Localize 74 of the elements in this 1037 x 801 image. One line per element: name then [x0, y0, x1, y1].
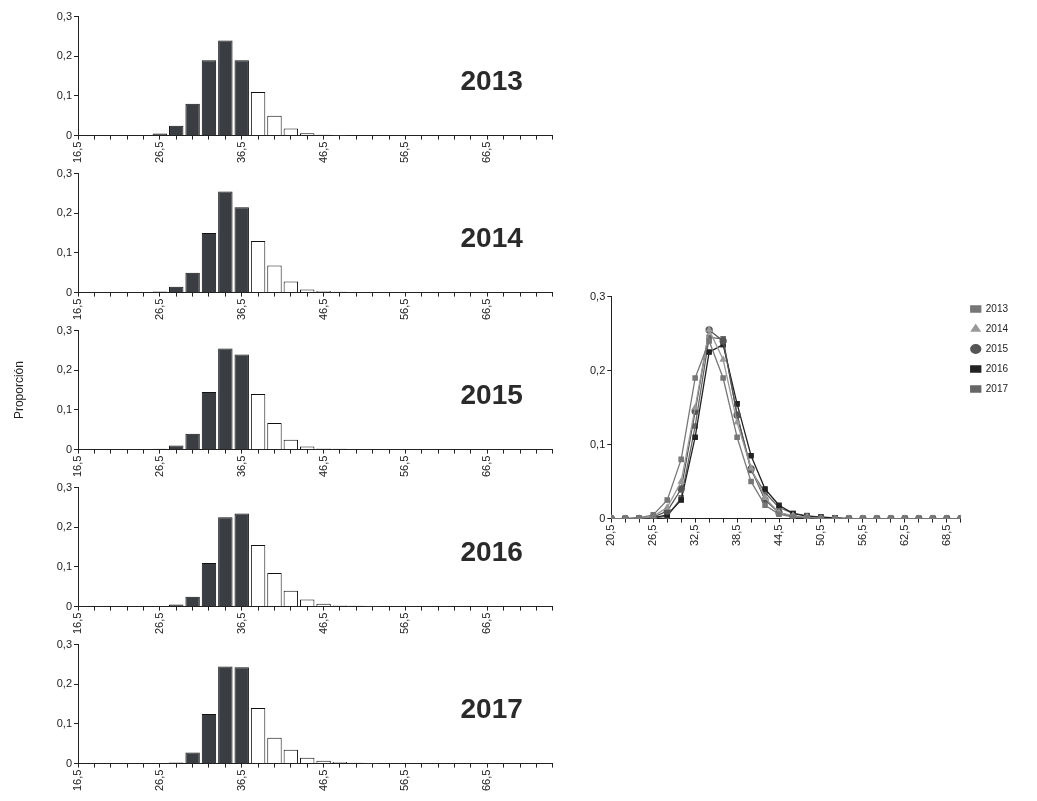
x-tick-label: 56,5 [398, 769, 411, 792]
y-tick-label: 0 [599, 511, 606, 524]
x-tick-label: 66,5 [480, 769, 493, 792]
y-tick-label: 0,3 [56, 166, 72, 179]
x-tick-label: 26,5 [646, 524, 659, 547]
x-tick-label: 36,5 [234, 612, 247, 635]
y-tick-label: 0,2 [56, 49, 72, 62]
y-tick-label: 0,3 [56, 323, 72, 336]
legend-label: 2016 [985, 362, 1009, 374]
y-tick-label: 0,2 [56, 206, 72, 219]
x-tick-label: 16,5 [71, 298, 84, 321]
x-tick-label: 36,5 [234, 141, 247, 164]
x-tick-label: 36,5 [234, 298, 247, 321]
text: 2014 [460, 221, 524, 253]
x-tick-label: 26,5 [152, 455, 165, 478]
y-tick-label: 0,2 [56, 677, 72, 690]
legend-label: 2017 [985, 382, 1009, 394]
legend-label: 2013 [985, 302, 1009, 314]
x-tick-label: 66,5 [480, 612, 493, 635]
x-tick-label: 46,5 [316, 298, 329, 321]
x-tick-label: 46,5 [316, 455, 329, 478]
y-tick-label: 0 [65, 599, 72, 612]
x-tick-label: 56,5 [855, 524, 868, 547]
x-tick-label: 26,5 [152, 298, 165, 321]
x-tick-label: 66,5 [480, 455, 493, 478]
legend-label: 2015 [985, 342, 1009, 354]
x-tick-label: 56,5 [398, 141, 411, 164]
x-tick-label: 36,5 [234, 455, 247, 478]
y-tick-label: 0,1 [56, 559, 72, 572]
y-tick-label: 0,1 [589, 437, 606, 450]
x-tick-label: 66,5 [480, 298, 493, 321]
x-tick-label: 16,5 [71, 769, 84, 792]
y-tick-label: 0,3 [56, 9, 72, 22]
x-tick-label: 32,5 [688, 524, 701, 547]
x-tick-label: 26,5 [152, 769, 165, 792]
y-tick-label: 0,2 [589, 363, 606, 376]
x-tick-label: 26,5 [152, 141, 165, 164]
legend-label: 2014 [985, 322, 1009, 334]
y-tick-label: 0 [65, 756, 72, 769]
y-tick-label: 0,1 [56, 245, 72, 258]
x-tick-label: 66,5 [480, 141, 493, 164]
y-tick-label: 0,1 [56, 716, 72, 729]
x-tick-label: 50,5 [814, 524, 826, 547]
y-tick-label: 0 [65, 285, 72, 298]
text: 2016 [460, 535, 523, 567]
y-tick-label: 0,3 [56, 480, 72, 493]
y-tick-label: 0,1 [56, 88, 72, 101]
x-tick-label: 62,5 [897, 524, 910, 547]
x-tick-label: 44,5 [772, 524, 785, 547]
x-tick-label: 16,5 [71, 141, 84, 164]
y-tick-label: 0,2 [56, 363, 72, 376]
x-tick-label: 16,5 [71, 455, 84, 478]
y-tick-label: 0 [65, 442, 72, 455]
text: 2015 [460, 378, 523, 410]
x-tick-label: 16,5 [71, 612, 84, 635]
y-tick-label: 0,3 [56, 637, 72, 650]
x-tick-label: 38,5 [730, 524, 743, 547]
x-tick-label: 20,5 [604, 524, 617, 547]
x-tick-label: 36,5 [234, 769, 247, 792]
y-tick-label: 0,2 [56, 520, 72, 533]
x-tick-label: 46,5 [316, 769, 329, 792]
x-tick-label: 68,5 [939, 524, 952, 547]
x-tick-label: 56,5 [398, 298, 411, 321]
x-tick-label: 26,5 [152, 612, 165, 635]
x-tick-label: 56,5 [398, 612, 411, 635]
y-axis-title: Proporción [11, 361, 26, 420]
text: 2017 [460, 692, 523, 724]
x-tick-label: 56,5 [398, 455, 411, 478]
x-tick-label: 46,5 [316, 141, 329, 164]
text: 2013 [460, 64, 523, 96]
y-tick-label: 0,1 [56, 402, 72, 415]
x-tick-label: 46,5 [316, 612, 329, 635]
y-tick-label: 0 [65, 128, 72, 141]
y-tick-label: 0,3 [589, 289, 606, 302]
